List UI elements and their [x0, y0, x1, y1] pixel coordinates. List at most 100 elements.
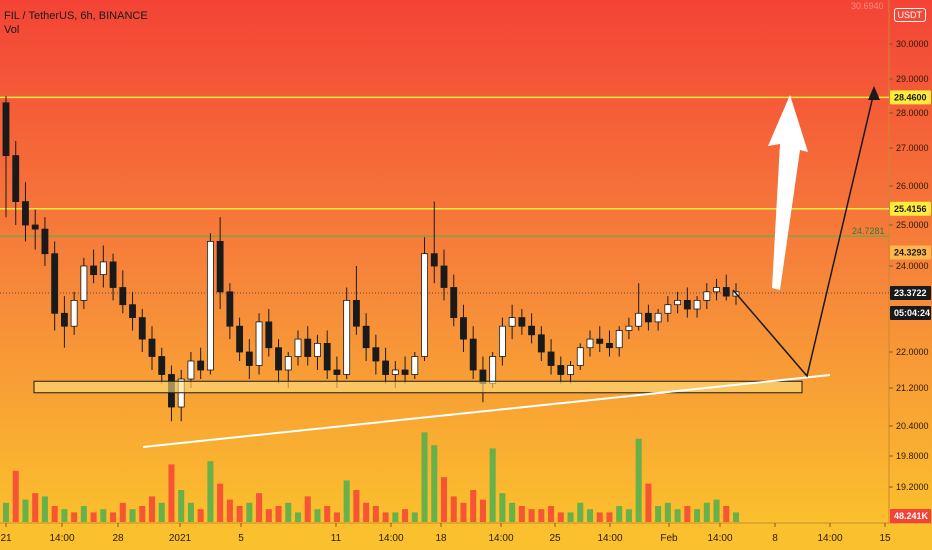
candle-body [596, 338, 604, 344]
volume-bar [732, 512, 740, 522]
volume-bar [32, 493, 39, 522]
time-tick-label: 14:00 [597, 533, 622, 544]
volume-bar [246, 502, 253, 522]
candle-body [693, 299, 701, 310]
candle-body [498, 325, 506, 357]
volume-bar [548, 506, 555, 522]
time-tick-label: 21 [0, 533, 12, 544]
candle-body [489, 356, 497, 384]
volume-bar [119, 502, 126, 522]
price-tick-label: 19.2000 [896, 482, 929, 492]
candle-body [22, 201, 29, 226]
volume-bar [674, 509, 681, 522]
volume-bar [187, 502, 194, 522]
candle-body [41, 228, 49, 255]
symbol-title[interactable]: FIL / TetherUS, 6h, BINANCE [4, 10, 148, 22]
volume-bar [440, 477, 448, 522]
volume-indicator-label[interactable]: Vol [4, 24, 20, 36]
candle-body [683, 299, 691, 310]
candle-body [304, 338, 312, 357]
candle-body [352, 299, 360, 327]
candle-body [644, 312, 652, 323]
top-faint-label: 30.6940 [851, 1, 884, 11]
volume-bar [625, 509, 632, 522]
candle-body [138, 317, 146, 340]
volume-bar [479, 499, 486, 522]
candle-body [528, 325, 536, 336]
candle-body [421, 253, 428, 357]
candle-body [557, 365, 565, 375]
price-label-text: 05:04:24 [894, 308, 930, 318]
volume-bar [100, 509, 107, 522]
volume-bar [557, 512, 564, 522]
volume-bar [22, 499, 29, 522]
volume-bar [226, 499, 233, 522]
volume-bar [71, 512, 78, 522]
volume-bar [265, 509, 272, 522]
volume-bar [80, 506, 87, 522]
volume-bar [635, 438, 642, 522]
time-tick-label: 14:00 [707, 533, 732, 544]
volume-bar [110, 512, 117, 522]
price-label-box [890, 245, 931, 260]
volume-bar [158, 502, 165, 522]
candle-body [245, 351, 253, 366]
volume-bar [236, 506, 243, 522]
candle-body [109, 261, 117, 288]
candle-body [216, 240, 224, 293]
candle-body [440, 265, 448, 288]
price-tick-label: 29.0000 [896, 74, 929, 84]
price-tick-label: 30.0000 [896, 39, 929, 49]
currency-badge[interactable]: USDT [893, 8, 926, 22]
candle-body [372, 347, 380, 362]
candle-body [703, 291, 711, 301]
candle-body [12, 155, 20, 203]
price-label-box [890, 305, 931, 320]
candle-body [99, 261, 107, 275]
volume-bar [567, 512, 574, 522]
candle-body [206, 240, 214, 371]
candle-body [606, 342, 613, 349]
volume-bar [528, 509, 535, 522]
volume-bar [41, 496, 48, 522]
price-label-text: 24.3293 [894, 247, 927, 257]
volume-bar [294, 512, 302, 522]
volume-bar [217, 483, 224, 522]
price-tick-label: 20.4000 [896, 421, 929, 431]
candle-body [576, 347, 584, 366]
candle-body [674, 299, 682, 306]
volume-bar [518, 506, 525, 522]
price-tick-label: 21.2000 [896, 383, 929, 393]
price-tick-label: 27.0000 [896, 143, 929, 153]
volume-bar [470, 490, 477, 522]
volume-bar [207, 461, 214, 522]
time-tick-label: 5 [238, 533, 244, 544]
candle-body [323, 342, 331, 371]
volume-bar [431, 445, 438, 522]
volume-bar [616, 506, 623, 522]
price-label-box [890, 90, 931, 105]
time-tick-label: 14:00 [378, 533, 403, 544]
volume-bar [450, 496, 457, 522]
candle-body [60, 312, 68, 327]
candle-body [333, 369, 341, 375]
green-level-label: 24.7281 [852, 226, 885, 236]
candle-body [129, 304, 136, 319]
support-zone-box [33, 380, 803, 394]
time-tick-label: 8 [772, 533, 778, 544]
volume-bar [460, 502, 467, 522]
trend-line [142, 374, 831, 448]
volume-bar [703, 502, 710, 522]
volume-bar [343, 480, 350, 522]
volume-bar [684, 506, 691, 522]
candle-body [391, 369, 399, 375]
time-axis-background [0, 523, 932, 550]
volume-bar [353, 490, 360, 522]
candle-body [265, 321, 273, 349]
candle-body [664, 304, 672, 314]
volume-bar [694, 509, 701, 522]
candle-body [197, 360, 205, 371]
candle-body [226, 291, 234, 327]
volume-bar [596, 512, 603, 522]
